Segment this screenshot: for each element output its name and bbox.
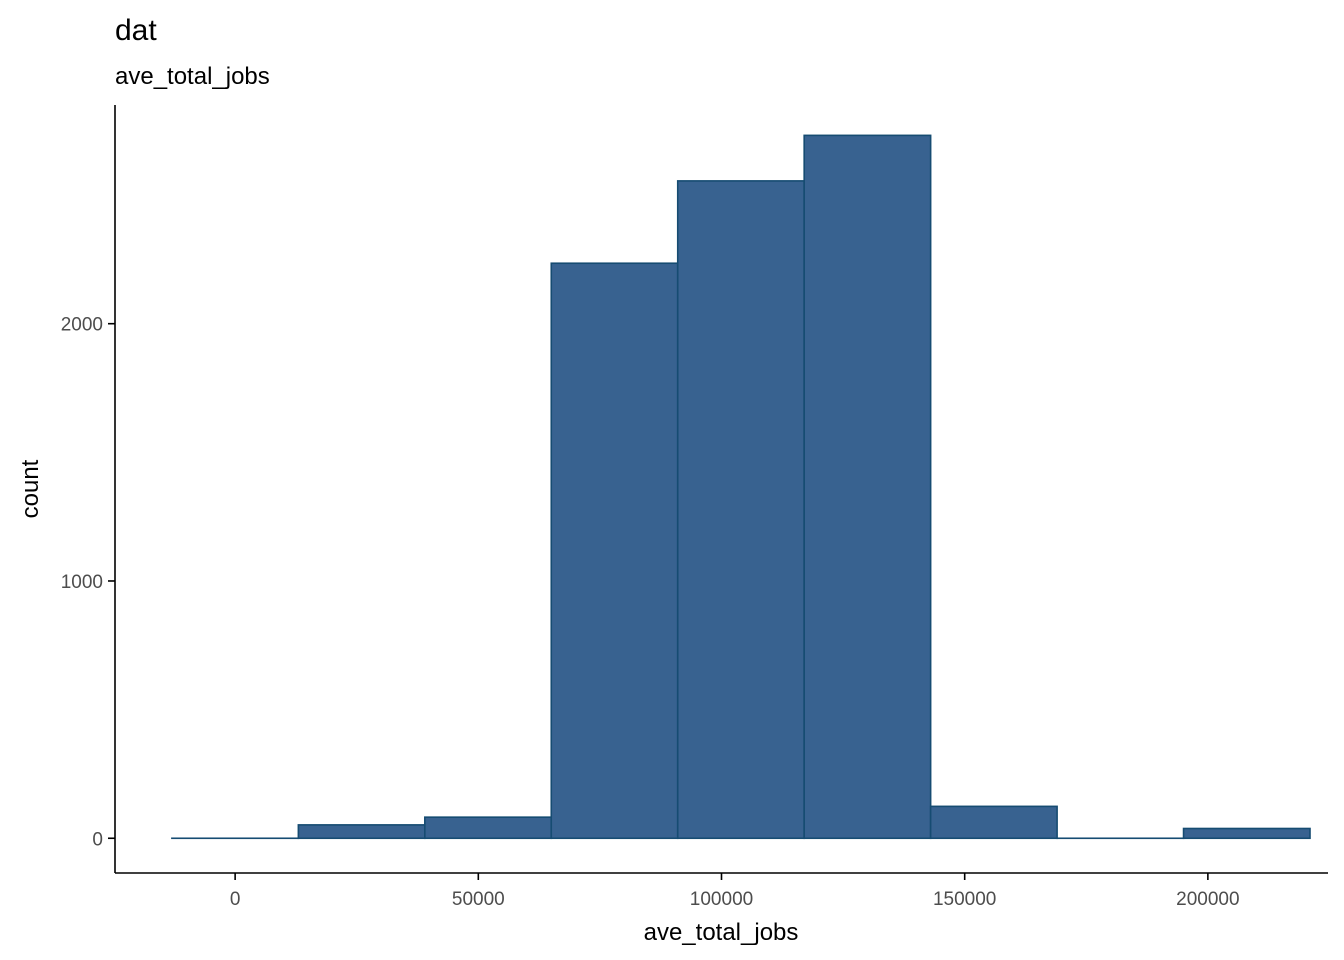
histogram-bar-4 — [676, 180, 805, 840]
y-tick-label: 1000 — [61, 572, 103, 593]
x-tick-label: 200000 — [1176, 889, 1239, 910]
x-tick-label: 0 — [230, 889, 241, 910]
histogram-bar-8 — [1182, 827, 1311, 840]
y-axis-ticks: 0 1000 2000 — [61, 315, 115, 850]
histogram-bar-6 — [929, 805, 1058, 840]
chart-title: dat — [115, 14, 157, 47]
bars-group — [171, 134, 1311, 840]
histogram-bar-1 — [297, 824, 426, 840]
y-tick-label: 0 — [92, 829, 103, 850]
x-tick-label: 50000 — [452, 889, 505, 910]
histogram-bar-3 — [550, 262, 679, 840]
x-axis-title: ave_total_jobs — [644, 919, 799, 946]
x-axis-ticks: 0 50000 100000 150000 200000 — [230, 873, 1240, 910]
x-tick-label: 150000 — [933, 889, 996, 910]
y-axis-title: count — [17, 459, 44, 518]
chart-subtitle: ave_total_jobs — [115, 63, 270, 90]
histogram-bar-2 — [424, 816, 553, 840]
y-tick-label: 2000 — [61, 315, 103, 336]
x-tick-label: 100000 — [690, 889, 753, 910]
histogram-bar-5 — [803, 134, 932, 840]
